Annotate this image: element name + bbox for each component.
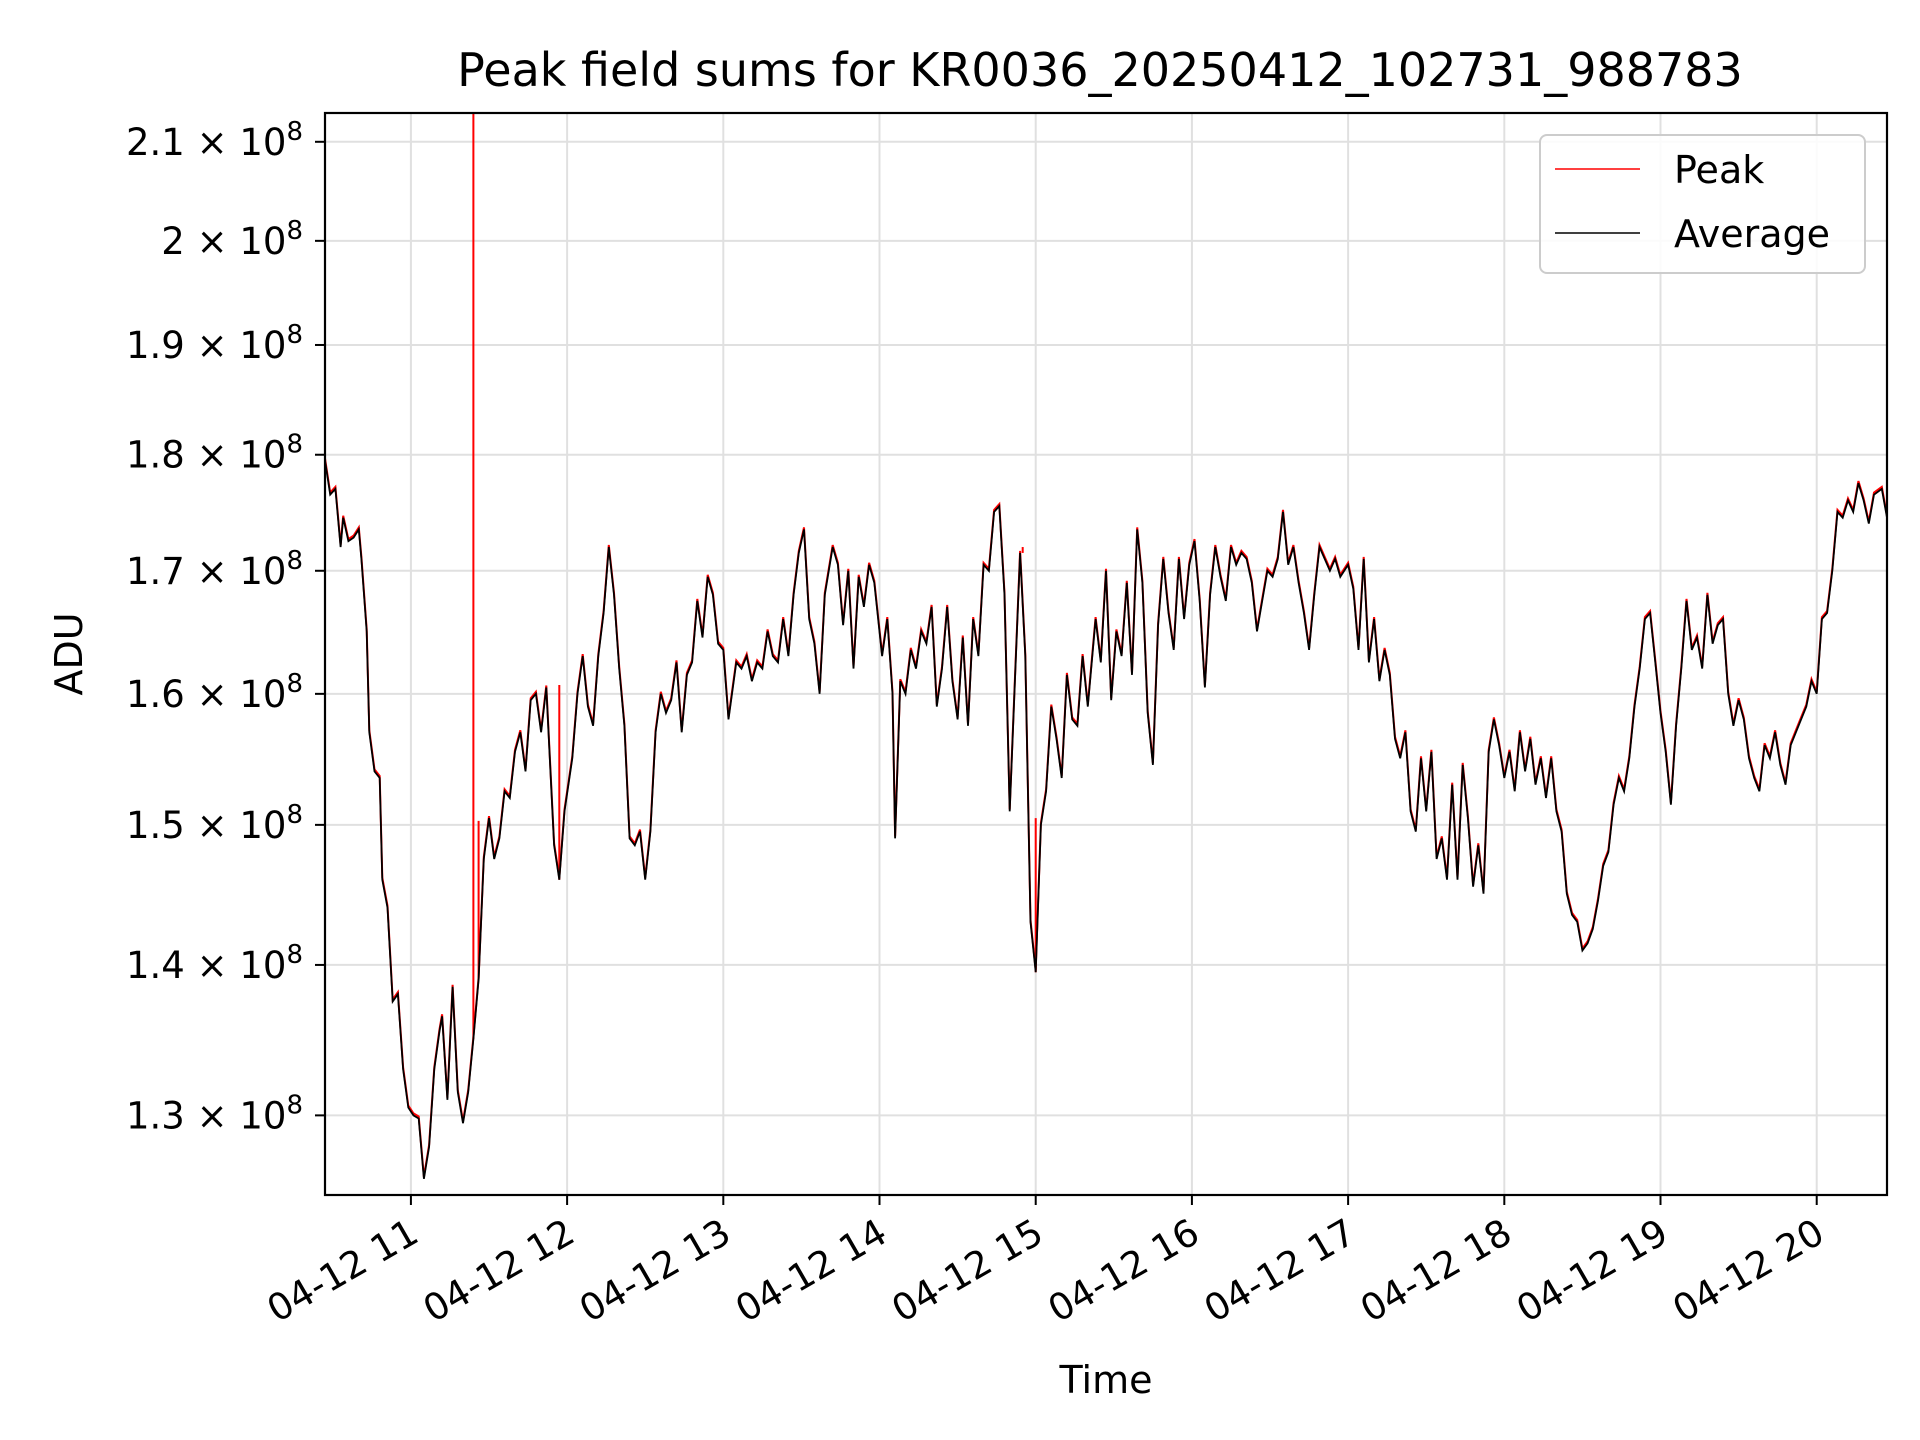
chart-title: Peak field sums for KR0036_20250412_1027… xyxy=(457,43,1743,97)
series-layer xyxy=(325,113,1887,1179)
x-axis-label: Time xyxy=(1059,1358,1153,1402)
y-tick-label: 1.9 × 108 xyxy=(126,320,303,367)
legend-average-label: Average xyxy=(1674,212,1830,256)
legend: Peak Average xyxy=(1539,134,1866,274)
y-axis-label: ADU xyxy=(47,612,91,695)
y-tick-label: 1.8 × 108 xyxy=(126,430,303,477)
y-tick-label: 1.7 × 108 xyxy=(126,546,303,593)
y-tick-label: 1.4 × 108 xyxy=(126,940,303,987)
y-tick-label: 1.6 × 108 xyxy=(126,669,303,716)
series-average-line xyxy=(325,460,1887,1179)
grid xyxy=(325,113,1887,1195)
y-tick-label: 2.1 × 108 xyxy=(126,117,303,164)
y-tick-label: 1.3 × 108 xyxy=(126,1090,303,1137)
plot-frame xyxy=(323,111,1889,1197)
legend-peak-label: Peak xyxy=(1674,148,1764,192)
y-tick-label: 1.5 × 108 xyxy=(126,800,303,847)
y-tick-label: 2 × 108 xyxy=(161,216,303,263)
